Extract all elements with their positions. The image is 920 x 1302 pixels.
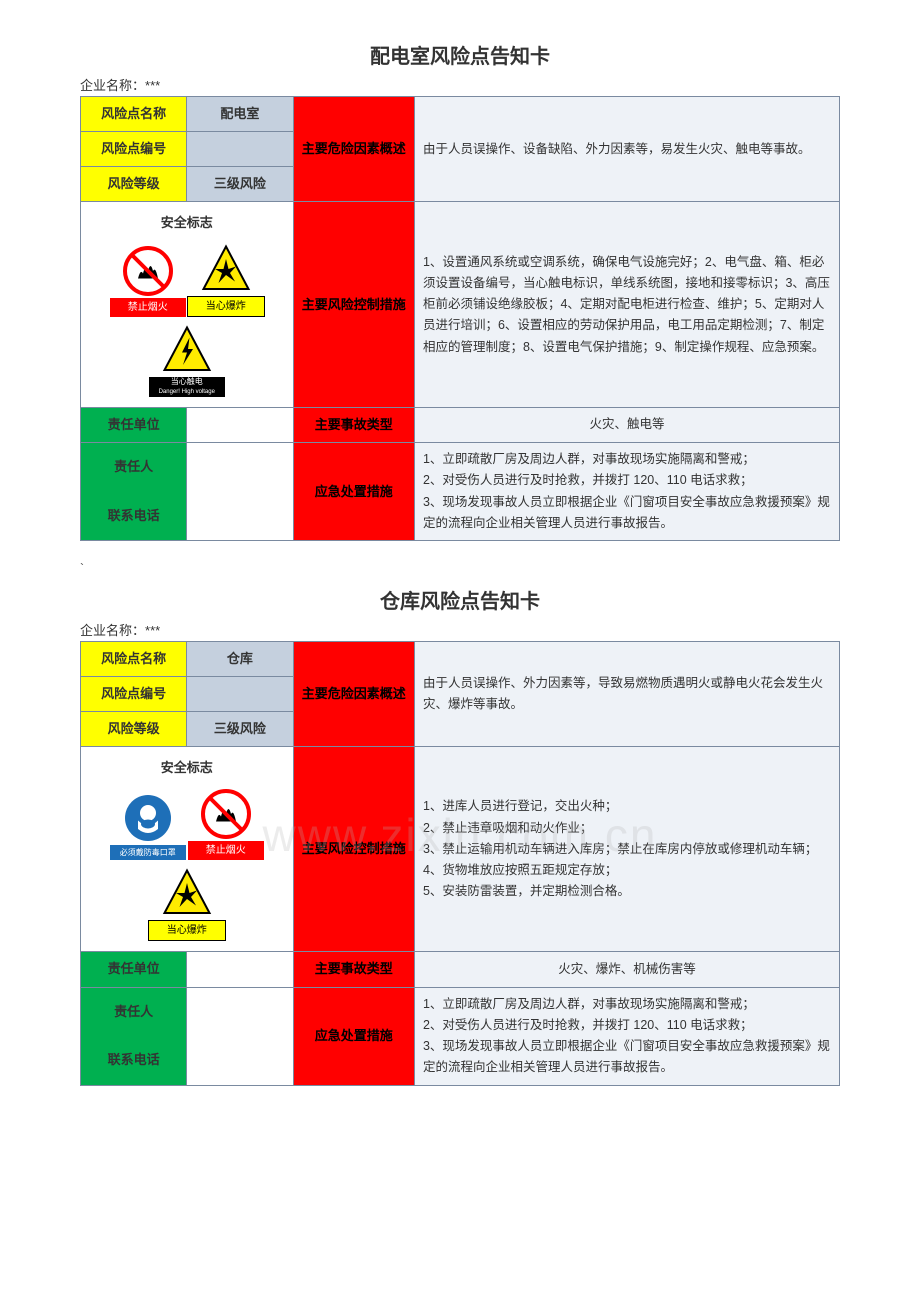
table-row: 责任人 应急处置措施 1、立即疏散厂房及周边人群，对事故现场实施隔离和警戒； 2… xyxy=(81,443,840,492)
card-title: 仓库风险点告知卡 xyxy=(80,585,840,614)
table-row: 责任单位 主要事故类型 火灾、爆炸、机械伤害等 xyxy=(81,952,840,987)
sign-label: 必须戴防毒口罩 xyxy=(110,845,186,861)
name-label: 风险点名称 xyxy=(81,642,187,677)
safety-sign: 当心触电Danger! High voltage xyxy=(152,325,222,397)
company-line: 企业名称：*** xyxy=(80,75,840,94)
number-label: 风险点编号 xyxy=(81,677,187,712)
level-label: 风险等级 xyxy=(81,167,187,202)
electric-icon xyxy=(162,325,212,375)
name-value: 配电室 xyxy=(187,97,293,132)
safety-sign: 当心爆炸 xyxy=(152,868,222,941)
signs-title: 安全标志 xyxy=(85,212,289,234)
signs-row: 必须戴防毒口罩禁止烟火当心爆炸 xyxy=(85,789,289,941)
person-label: 责任人 xyxy=(81,443,187,492)
explosion-icon xyxy=(162,868,212,918)
hazard-desc: 由于人员误操作、外力因素等，导致易燃物质遇明火或静电火花会发生火灾、爆炸等事故。 xyxy=(414,642,839,747)
emergency-section: 应急处置措施 xyxy=(293,987,414,1085)
number-value xyxy=(187,132,293,167)
sign-label: 禁止烟火 xyxy=(188,841,264,860)
control-section: 主要风险控制措施 xyxy=(293,747,414,952)
stray-char: ` xyxy=(80,561,840,575)
explosion-icon xyxy=(201,244,251,294)
number-label: 风险点编号 xyxy=(81,132,187,167)
risk-table: 风险点名称 仓库 主要危险因素概述 由于人员误操作、外力因素等，导致易燃物质遇明… xyxy=(80,641,840,1085)
safety-sign: 当心爆炸 xyxy=(191,244,261,317)
card-title: 配电室风险点告知卡 xyxy=(80,40,840,69)
emergency-desc: 1、立即疏散厂房及周边人群，对事故现场实施隔离和警戒； 2、对受伤人员进行及时抢… xyxy=(414,987,839,1085)
company-label: 企业名称： xyxy=(80,78,145,93)
safety-sign: 禁止烟火 xyxy=(191,789,261,860)
company-label: 企业名称： xyxy=(80,623,145,638)
accident-section: 主要事故类型 xyxy=(293,407,414,442)
hazard-section: 主要危险因素概述 xyxy=(293,97,414,202)
risk-table: 风险点名称 配电室 主要危险因素概述 由于人员误操作、设备缺陷、外力因素等，易发… xyxy=(80,96,840,541)
unit-value xyxy=(187,952,293,987)
accident-section: 主要事故类型 xyxy=(293,952,414,987)
unit-value xyxy=(187,407,293,442)
emergency-section: 应急处置措施 xyxy=(293,443,414,541)
company-value: *** xyxy=(145,78,160,93)
signs-title: 安全标志 xyxy=(85,757,289,779)
phone-label: 联系电话 xyxy=(81,1036,187,1085)
person-value xyxy=(187,987,293,1085)
control-desc: 1、设置通风系统或空调系统，确保电气设施完好；2、电气盘、箱、柜必须设置设备编号… xyxy=(414,202,839,408)
level-value: 三级风险 xyxy=(187,712,293,747)
hazard-section: 主要危险因素概述 xyxy=(293,642,414,747)
unit-label: 责任单位 xyxy=(81,952,187,987)
table-row: 责任人 应急处置措施 1、立即疏散厂房及周边人群，对事故现场实施隔离和警戒； 2… xyxy=(81,987,840,1036)
control-section: 主要风险控制措施 xyxy=(293,202,414,408)
level-label: 风险等级 xyxy=(81,712,187,747)
safety-signs-cell: 安全标志 必须戴防毒口罩禁止烟火当心爆炸 xyxy=(81,747,294,952)
accident-desc: 火灾、触电等 xyxy=(414,407,839,442)
table-row: 安全标志 禁止烟火当心爆炸当心触电Danger! High voltage 主要… xyxy=(81,202,840,408)
sign-label: 当心触电Danger! High voltage xyxy=(149,377,225,397)
table-row: 责任单位 主要事故类型 火灾、触电等 xyxy=(81,407,840,442)
hazard-desc: 由于人员误操作、设备缺陷、外力因素等，易发生火灾、触电等事故。 xyxy=(414,97,839,202)
person-label: 责任人 xyxy=(81,987,187,1036)
risk-card-1: 配电室风险点告知卡 企业名称：*** 风险点名称 配电室 主要危险因素概述 由于… xyxy=(80,40,840,541)
mask-icon xyxy=(123,793,173,843)
table-row: 风险点名称 仓库 主要危险因素概述 由于人员误操作、外力因素等，导致易燃物质遇明… xyxy=(81,642,840,677)
person-value xyxy=(187,443,293,541)
number-value xyxy=(187,677,293,712)
table-row: 风险点名称 配电室 主要危险因素概述 由于人员误操作、设备缺陷、外力因素等，易发… xyxy=(81,97,840,132)
company-value: *** xyxy=(145,623,160,638)
name-value: 仓库 xyxy=(187,642,293,677)
safety-signs-cell: 安全标志 禁止烟火当心爆炸当心触电Danger! High voltage xyxy=(81,202,294,408)
safety-sign: 必须戴防毒口罩 xyxy=(113,793,183,861)
safety-sign: 禁止烟火 xyxy=(113,246,183,317)
signs-row: 禁止烟火当心爆炸当心触电Danger! High voltage xyxy=(85,244,289,397)
risk-card-2: 仓库风险点告知卡 企业名称：*** 风险点名称 仓库 主要危险因素概述 由于人员… xyxy=(80,585,840,1085)
no-fire-icon xyxy=(201,789,251,839)
control-desc: 1、进库人员进行登记，交出火种； 2、禁止违章吸烟和动火作业； 3、禁止运输用机… xyxy=(414,747,839,952)
sign-label: 当心爆炸 xyxy=(148,920,226,941)
no-fire-icon xyxy=(123,246,173,296)
phone-label: 联系电话 xyxy=(81,492,187,541)
unit-label: 责任单位 xyxy=(81,407,187,442)
company-line: 企业名称：*** xyxy=(80,620,840,639)
sign-label: 当心爆炸 xyxy=(187,296,265,317)
table-row: 安全标志 必须戴防毒口罩禁止烟火当心爆炸 主要风险控制措施 1、进库人员进行登记… xyxy=(81,747,840,952)
name-label: 风险点名称 xyxy=(81,97,187,132)
emergency-desc: 1、立即疏散厂房及周边人群，对事故现场实施隔离和警戒； 2、对受伤人员进行及时抢… xyxy=(414,443,839,541)
level-value: 三级风险 xyxy=(187,167,293,202)
sign-label: 禁止烟火 xyxy=(110,298,186,317)
accident-desc: 火灾、爆炸、机械伤害等 xyxy=(414,952,839,987)
